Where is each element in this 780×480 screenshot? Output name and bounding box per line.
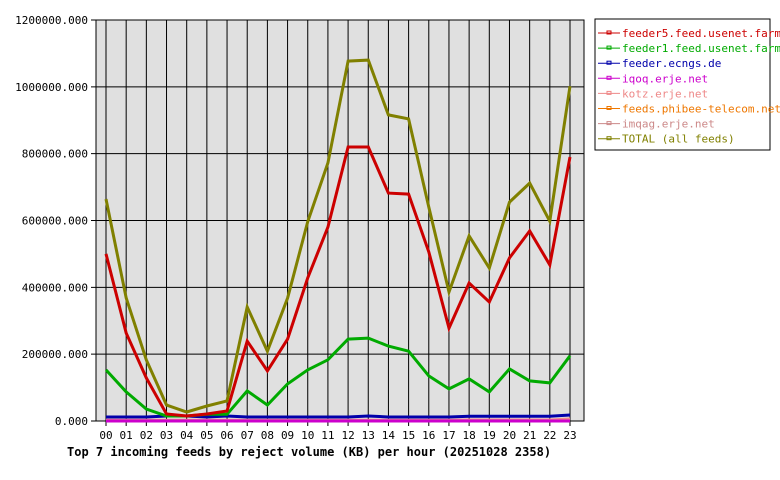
- x-tick-label: 20: [503, 429, 516, 442]
- legend-label: iqoq.erje.net: [622, 72, 708, 85]
- legend-marker-icon: [606, 90, 612, 95]
- x-tick-label: 12: [341, 429, 354, 442]
- x-tick-label: 17: [442, 429, 455, 442]
- legend-item: feeds.phibee-telecom.net: [598, 103, 780, 116]
- legend-label: feeder.ecngs.de: [622, 57, 721, 70]
- chart-title: Top 7 incoming feeds by reject volume (K…: [67, 445, 551, 459]
- legend-marker-icon: [606, 121, 612, 126]
- x-tick-label: 22: [543, 429, 556, 442]
- x-tick-label: 14: [382, 429, 396, 442]
- legend-item: TOTAL (all feeds): [598, 133, 735, 146]
- legend-label: imqag.erje.net: [622, 118, 715, 131]
- x-tick-label: 10: [301, 429, 314, 442]
- x-tick-label: 11: [321, 429, 334, 442]
- legend-marker-icon: [606, 136, 612, 141]
- x-tick-label: 00: [99, 429, 112, 442]
- y-tick-label: 400000.000: [22, 281, 88, 294]
- legend-item: kotz.erje.net: [598, 87, 708, 100]
- x-tick-label: 08: [261, 429, 274, 442]
- x-tick-label: 09: [281, 429, 294, 442]
- x-tick-label: 23: [563, 429, 576, 442]
- legend-marker-icon: [606, 75, 612, 80]
- y-axis: 0.000 200000.000 400000.000 600000.000 80000…: [15, 14, 88, 428]
- x-tick-label: 07: [241, 429, 254, 442]
- legend-marker-icon: [606, 106, 612, 110]
- legend-marker-icon: [606, 60, 612, 65]
- x-tick-label: 15: [402, 429, 415, 442]
- x-tick-label: 13: [362, 429, 375, 442]
- y-tick-label: 1000000.000: [15, 81, 88, 94]
- y-tick-label: 1200000.000: [15, 14, 88, 27]
- legend-item: iqoq.erje.net: [598, 72, 708, 85]
- legend-box: [594, 18, 771, 151]
- x-axis: 00 01 02 03 04 05 06 07 08 09 10 11 12 13 14 15 16 17 18 19…: [99, 429, 576, 442]
- legend-item: feeder5.feed.usenet.farm: [598, 27, 780, 40]
- legend-marker-icon: [606, 30, 612, 35]
- legend-label: TOTAL (all feeds): [622, 133, 735, 146]
- x-tick-label: 03: [160, 429, 173, 442]
- plot-area: [91, 19, 585, 426]
- legend-item: feeder.ecngs.de: [598, 57, 721, 70]
- y-tick-label: 0.000: [55, 415, 88, 428]
- x-tick-label: 21: [523, 429, 536, 442]
- x-tick-label: 18: [463, 429, 476, 442]
- series-lines: [104, 58, 572, 423]
- x-tick-label: 16: [422, 429, 435, 442]
- x-tick-label: 19: [483, 429, 496, 442]
- x-tick-label: 06: [220, 429, 233, 442]
- x-tick-label: 01: [120, 429, 133, 442]
- x-tick-label: 02: [140, 429, 153, 442]
- y-tick-label: 200000.000: [22, 348, 88, 361]
- y-tick-label: 800000.000: [22, 148, 88, 161]
- x-tick-label: 05: [200, 429, 213, 442]
- legend: feeder5.feed.usenet.farm feeder1.feed.use…: [594, 18, 780, 151]
- x-tick-label: 04: [180, 429, 194, 442]
- series-line-total-all-feeds-: [104, 58, 572, 414]
- legend-label: kotz.erje.net: [622, 87, 708, 100]
- legend-item: feeder1.feed.usenet.farm: [598, 42, 780, 55]
- legend-item: imqag.erje.net: [598, 118, 715, 131]
- legend-label: feeder1.feed.usenet.farm: [622, 42, 780, 55]
- y-tick-label: 600000.000: [22, 215, 88, 228]
- legend-marker-icon: [606, 45, 612, 50]
- legend-label: feeder5.feed.usenet.farm: [622, 27, 780, 40]
- series-line-feeder5-feed-usenet-farm: [104, 145, 572, 418]
- legend-label: feeds.phibee-telecom.net: [622, 103, 780, 116]
